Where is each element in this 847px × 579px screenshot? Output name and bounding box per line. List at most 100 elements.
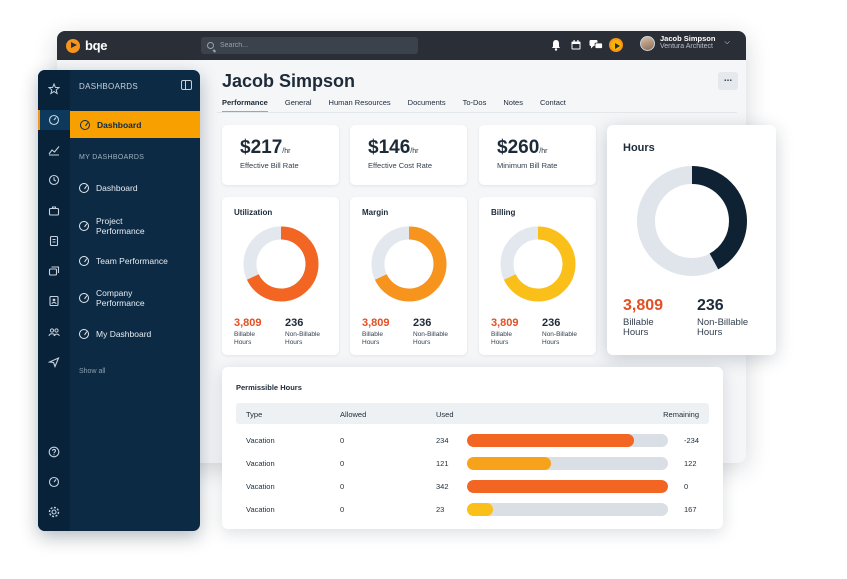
- send-icon[interactable]: [47, 356, 60, 369]
- timer-play-icon[interactable]: [609, 38, 623, 52]
- dashboard-icon[interactable]: [48, 476, 60, 488]
- search-icon: [207, 42, 214, 49]
- dashboard-icon[interactable]: [48, 114, 60, 126]
- cell-type: Vacation: [246, 436, 275, 445]
- non-billable-stat: 236 Non-Billable Hours: [285, 317, 320, 346]
- column-header-used: Used: [436, 410, 454, 419]
- clock-icon[interactable]: [48, 174, 60, 186]
- star-icon[interactable]: [47, 82, 61, 95]
- tab-documents[interactable]: Documents: [407, 98, 446, 107]
- hours-billable-label: Billable Hours: [623, 318, 663, 338]
- hours-billable: 3,809 Billable Hours: [623, 297, 663, 338]
- sidebar-item-my-dashboard[interactable]: My Dashboard: [79, 329, 151, 339]
- non-billable-label-line: Hours: [413, 338, 431, 346]
- non-billable-label-line: Hours: [285, 338, 303, 346]
- help-icon[interactable]: [48, 446, 60, 458]
- hours-non-billable-label-line: Hours: [697, 327, 723, 338]
- sidebar: DASHBOARDS Dashboard MY DASHBOARDS Dashb…: [38, 70, 200, 531]
- cell-remaining: 167: [684, 505, 697, 514]
- usage-bar-track: [467, 434, 668, 447]
- tab-contact[interactable]: Contact: [539, 98, 566, 107]
- sidebar-item-label-line: Company: [96, 288, 133, 298]
- sidebar-header: DASHBOARDS: [79, 82, 139, 91]
- metric-title: Margin: [362, 208, 389, 217]
- stat-value: $217/hr: [240, 137, 290, 159]
- billable-label-line: Hours: [362, 338, 380, 346]
- hours-non-billable-label: Non-Billable Hours: [697, 318, 748, 338]
- column-header-type: Type: [246, 410, 263, 419]
- non-billable-value: 236: [542, 317, 561, 329]
- sidebar-item-dashboard-active[interactable]: Dashboard: [70, 111, 200, 138]
- sidebar-item-team-performance[interactable]: Team Performance: [79, 256, 168, 266]
- hours-billable-label-line: Billable: [623, 317, 654, 328]
- bell-icon[interactable]: [549, 39, 562, 52]
- stat-label: Effective Cost Rate: [368, 161, 433, 170]
- page-title: Jacob Simpson: [222, 71, 356, 91]
- sidebar-item-label: Dashboard: [96, 183, 138, 193]
- dashboard-icon: [80, 119, 90, 130]
- show-all-link[interactable]: Show all: [79, 368, 106, 375]
- tab-general[interactable]: General: [284, 98, 312, 107]
- contacts-icon[interactable]: [48, 295, 60, 307]
- invoice-icon[interactable]: [48, 235, 60, 247]
- user-menu[interactable]: Jacob Simpson Ventura Architect ⌵: [640, 35, 730, 51]
- search-input[interactable]: [220, 42, 410, 49]
- settings-icon[interactable]: [48, 506, 60, 518]
- donut-value-arc: [500, 226, 576, 302]
- user-role: Ventura Architect: [660, 43, 713, 50]
- cell-used: 234: [436, 436, 449, 445]
- people-icon[interactable]: [48, 326, 60, 338]
- cell-allowed: 0: [340, 459, 345, 468]
- search-box[interactable]: [201, 37, 418, 54]
- non-billable-value: 236: [413, 317, 432, 329]
- stat-unit: /hr: [539, 148, 548, 155]
- donut-value-arc: [637, 166, 747, 276]
- tab-notes[interactable]: Notes: [503, 98, 523, 107]
- table-header: Type Allowed Used Remaining: [236, 403, 709, 424]
- non-billable-label-line: Hours: [542, 338, 560, 346]
- table-row: Vacation 0 121 122: [236, 452, 709, 474]
- tab-human-resources[interactable]: Human Resources: [328, 98, 391, 107]
- logo[interactable]: bqe: [66, 38, 108, 53]
- billable-value: 3,809: [362, 317, 390, 329]
- hours-non-billable-value: 236: [697, 297, 724, 314]
- non-billable-value: 236: [285, 317, 304, 329]
- billable-label: Billable Hours: [491, 331, 519, 346]
- dashboard-icon: [79, 221, 89, 231]
- table-row: Vacation 0 234 -234: [236, 429, 709, 451]
- donut-value-arc: [371, 226, 447, 302]
- more-options-button[interactable]: ...: [718, 72, 738, 90]
- user-info: Jacob Simpson Ventura Architect: [660, 35, 715, 51]
- billable-label-line: Billable: [234, 331, 255, 338]
- cell-remaining: -234: [684, 436, 700, 445]
- billable-label-line: Hours: [491, 338, 509, 346]
- metric-title: Utilization: [234, 208, 273, 217]
- non-billable-label: Non-Billable Hours: [285, 331, 320, 346]
- chevron-down-icon[interactable]: ⌵: [724, 39, 730, 46]
- hours-billable-value: 3,809: [623, 297, 664, 314]
- metric-donut-chart: [371, 226, 447, 302]
- stat-card: $146/hr Effective Cost Rate: [350, 125, 467, 185]
- calendar-icon[interactable]: [569, 39, 582, 52]
- usage-bar-track: [467, 457, 668, 470]
- stack-icon[interactable]: [48, 265, 60, 277]
- logo-text: bqe: [85, 38, 108, 53]
- non-billable-label: Non-Billable Hours: [542, 331, 577, 346]
- briefcase-icon[interactable]: [48, 205, 60, 217]
- metric-card-utilization: Utilization 3,809 Billable Hours 236 Non-Bill…: [222, 197, 339, 355]
- usage-bar-track: [467, 480, 668, 493]
- tab-to-dos[interactable]: To-Dos: [462, 98, 487, 107]
- dashboard-icon: [79, 293, 89, 303]
- chart-icon[interactable]: [48, 144, 60, 156]
- collapse-sidebar-icon[interactable]: [181, 80, 192, 90]
- usage-bar-fill: [467, 503, 494, 516]
- stat-label: Minimum Bill Rate: [497, 161, 558, 170]
- sidebar-item-dashboard[interactable]: Dashboard: [79, 183, 138, 193]
- hours-donut-chart: [637, 166, 747, 276]
- top-icons: [549, 38, 623, 52]
- stat-amount: $217: [240, 137, 283, 158]
- sidebar-item-project-performance[interactable]: Project Performance: [79, 216, 145, 236]
- tab-performance[interactable]: Performance: [222, 98, 268, 113]
- chat-icon[interactable]: [589, 39, 603, 52]
- sidebar-item-company-performance[interactable]: Company Performance: [79, 288, 145, 308]
